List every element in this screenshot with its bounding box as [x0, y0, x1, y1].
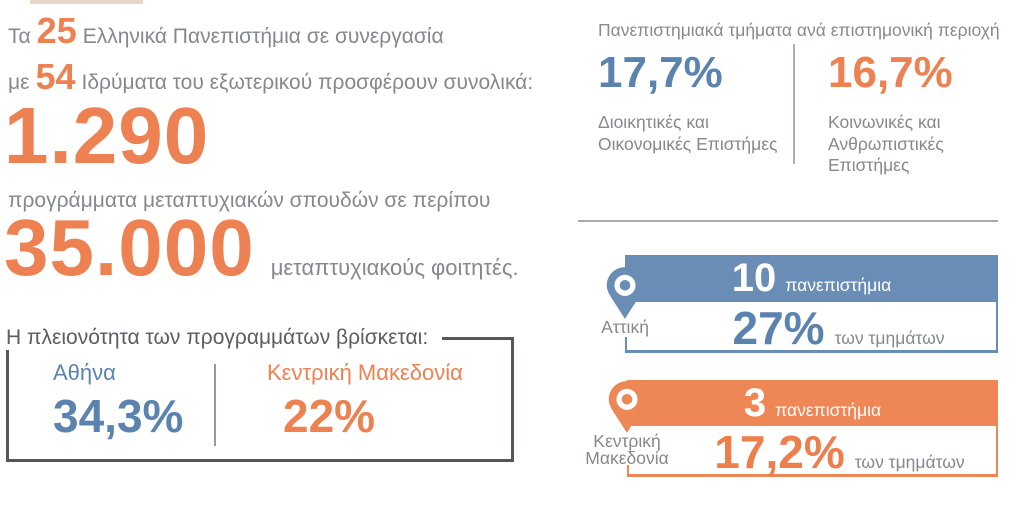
central-macedonia-universities-bar: 3 πανεπιστήμια	[627, 380, 998, 426]
programs-caption: προγράμματα μεταπτυχιακών σπουδών σε περ…	[8, 189, 491, 212]
map-pin-icon	[608, 381, 646, 433]
athens-label: Αθήνα	[53, 360, 116, 385]
foreign-institutions-count: 54	[35, 56, 76, 97]
central-macedonia-label: Κεντρική Μακεδονία	[267, 360, 463, 385]
central-macedonia-region-name: Κεντρική Μακεδονία	[574, 431, 680, 468]
students-count: 35.000	[4, 203, 255, 292]
business-economics-label: Διοικητικές και Οικονομικές Επιστήμες	[598, 112, 777, 155]
attica-universities-label: πανεπιστήμια	[785, 275, 892, 295]
region-bar-attica: 10 πανεπιστήμια 27% των τμημάτων	[625, 255, 998, 354]
central-macedonia-share-panel: 17,2% των τμημάτων	[627, 426, 998, 478]
intro-line-institutions: με 54 Ιδρύματα του εξωτερικού προσφέρουν σ…	[8, 56, 533, 98]
attica-universities-count: 10	[731, 256, 777, 300]
central-macedonia-name-line2: Μακεδονία	[585, 448, 669, 468]
majority-box-divider	[214, 364, 216, 446]
majority-box: Η πλειονότητα των προγραμμάτων βρίσκεται…	[6, 326, 514, 462]
business-economics-label-line2: Οικονομικές Επιστήμες	[598, 133, 778, 154]
athens-share: 34,3%	[53, 390, 184, 442]
social-humanities-label: Κοινωνικές και Ανθρωπιστικές Επιστήμες	[828, 112, 1024, 177]
intro-line2-prefix: με	[8, 71, 30, 94]
central-macedonia-share-value: 17,2%	[714, 426, 845, 478]
attica-name-line1: Αττική	[601, 317, 649, 337]
intro-line-universities: Τα 25 Ελληνικά Πανεπιστήμια σε συνεργασία	[8, 10, 444, 52]
intro-line1-prefix: Τα	[8, 25, 31, 48]
departments-title: Πανεπιστημιακά τμήματα ανά επιστημονική …	[598, 20, 1000, 40]
region-bar-central-macedonia: 3 πανεπιστήμια 17,2% των τμημάτων	[627, 380, 998, 478]
central-macedonia-share-label: των τμημάτων	[854, 452, 965, 472]
intro-line1-suffix: Ελληνικά Πανεπιστήμια σε συνεργασία	[82, 25, 444, 48]
students-row: 35.000 μεταπτυχιακούς φοιτητές.	[4, 203, 519, 293]
attica-share-panel: 27% των τμημάτων	[625, 302, 998, 354]
dept-item-social-humanities: 16,7% Κοινωνικές και Ανθρωπιστικές Επιστ…	[828, 48, 1024, 177]
central-macedonia-box-corner-stub	[627, 465, 629, 477]
majority-item-athens: Αθήνα 34,3%	[53, 360, 183, 442]
departments-divider	[793, 44, 795, 164]
majority-box-title: Η πλειονότητα των προγραμμάτων βρίσκεται…	[6, 326, 443, 350]
central-macedonia-share: 22%	[283, 390, 376, 442]
business-economics-share: 17,7%	[598, 48, 723, 97]
attica-share-label: των τμημάτων	[834, 328, 945, 348]
section-divider	[578, 220, 998, 222]
central-macedonia-universities-count: 3	[743, 381, 767, 425]
map-pin-icon	[606, 267, 644, 319]
attica-share-value: 27%	[732, 302, 825, 354]
attica-region-name: Αττική	[592, 317, 658, 337]
intro-line2-suffix: Ιδρύματα του εξωτερικού προσφέρουν συνολ…	[81, 71, 534, 94]
majority-item-central-macedonia: Κεντρική Μακεδονία 22%	[267, 360, 463, 442]
programs-count: 1.290	[4, 91, 210, 180]
social-humanities-share: 16,7%	[828, 48, 953, 97]
dept-item-business-economics: 17,7% Διοικητικές και Οικονομικές Επιστή…	[598, 48, 777, 155]
attica-universities-bar: 10 πανεπιστήμια	[625, 255, 998, 302]
social-humanities-label-line2: Ανθρωπιστικές Επιστήμες	[828, 133, 944, 176]
central-macedonia-universities-label: πανεπιστήμια	[775, 400, 882, 420]
cropped-top-graphic-fragment	[30, 0, 143, 4]
universities-count: 25	[36, 10, 77, 51]
students-caption: μεταπτυχιακούς φοιτητές.	[270, 255, 519, 280]
central-macedonia-name-line1: Κεντρική	[593, 431, 661, 451]
social-humanities-label-line1: Κοινωνικές και	[828, 112, 941, 132]
attica-box-corner-stub	[625, 337, 627, 353]
business-economics-label-line1: Διοικητικές και	[598, 112, 709, 132]
